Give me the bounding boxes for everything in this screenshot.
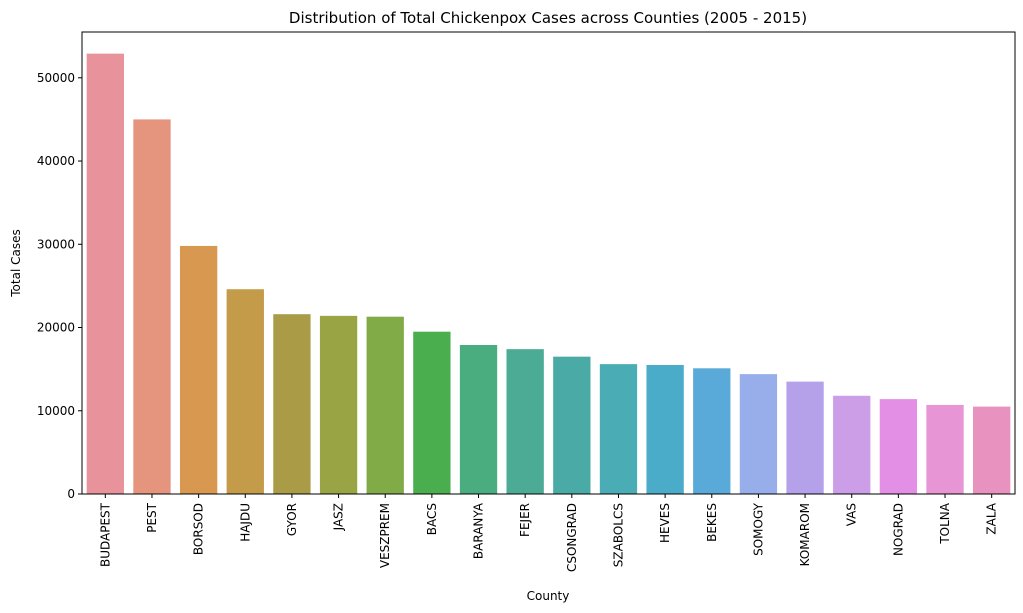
y-tick-label: 40000 — [37, 154, 75, 168]
x-tick-label: BARANYA — [472, 502, 486, 559]
y-tick-label: 10000 — [37, 404, 75, 418]
bar-zala — [973, 406, 1011, 494]
y-axis-ticks: 0 10000 20000 30000 40000 50000 — [37, 71, 82, 501]
x-tick-label: VAS — [845, 503, 859, 526]
bar-bacs — [413, 331, 451, 494]
bar-jasz — [319, 315, 358, 494]
x-tick-label: CSONGRAD — [565, 503, 579, 572]
bar-bekes — [693, 368, 731, 494]
x-axis-ticks: BUDAPEST PEST BORSOD HAJDU GYOR JASZ VESZPREM B… — [98, 494, 999, 572]
bar-gyor — [273, 314, 311, 494]
bar-heves — [646, 364, 684, 494]
bar-fejer — [506, 349, 544, 494]
bar-borsod — [179, 245, 218, 494]
plot-frame — [81, 31, 1016, 495]
x-tick-label: BUDAPEST — [98, 502, 112, 567]
x-tick-label: SOMOGY — [751, 502, 765, 556]
bar-veszprem — [366, 316, 404, 494]
x-tick-label: ZALA — [985, 502, 999, 534]
x-tick-label: KOMAROM — [798, 503, 812, 566]
x-tick-label: PEST — [145, 502, 159, 532]
bar-vas — [833, 395, 871, 494]
bar-somogy — [739, 374, 778, 494]
x-tick-label: SZABOLCS — [611, 503, 625, 567]
bar-szabolcs — [599, 364, 638, 494]
y-axis-label: Total Cases — [9, 229, 23, 297]
x-tick-label: HAJDU — [238, 503, 252, 542]
bar-nograd — [879, 399, 918, 494]
x-tick-label: TOLNA — [938, 502, 952, 544]
y-tick-label: 50000 — [37, 71, 75, 85]
chart-title: Distribution of Total Chickenpox Cases a… — [289, 9, 807, 27]
bar-tolna — [926, 404, 964, 494]
y-tick-label: 0 — [67, 487, 75, 501]
y-tick-label: 20000 — [37, 321, 75, 335]
bar-pest — [133, 119, 171, 494]
bar-csongrad — [553, 356, 591, 494]
x-tick-label: JASZ — [332, 503, 346, 531]
x-tick-label: NOGRAD — [891, 503, 905, 556]
bar-hajdu — [226, 289, 264, 494]
x-tick-label: BEKES — [705, 503, 719, 542]
x-tick-label: GYOR — [285, 503, 299, 536]
y-tick-label: 30000 — [37, 237, 75, 251]
bars-group — [86, 53, 1011, 494]
x-tick-label: FEJER — [518, 503, 532, 537]
x-tick-label: HEVES — [658, 503, 672, 543]
x-tick-label: BORSOD — [192, 503, 206, 555]
bar-komarom — [786, 381, 824, 494]
x-axis-label: County — [527, 589, 570, 603]
x-tick-label: BACS — [425, 503, 439, 535]
bar-baranya — [459, 344, 498, 494]
x-tick-label: VESZPREM — [378, 503, 392, 568]
bar-budapest — [86, 53, 124, 494]
